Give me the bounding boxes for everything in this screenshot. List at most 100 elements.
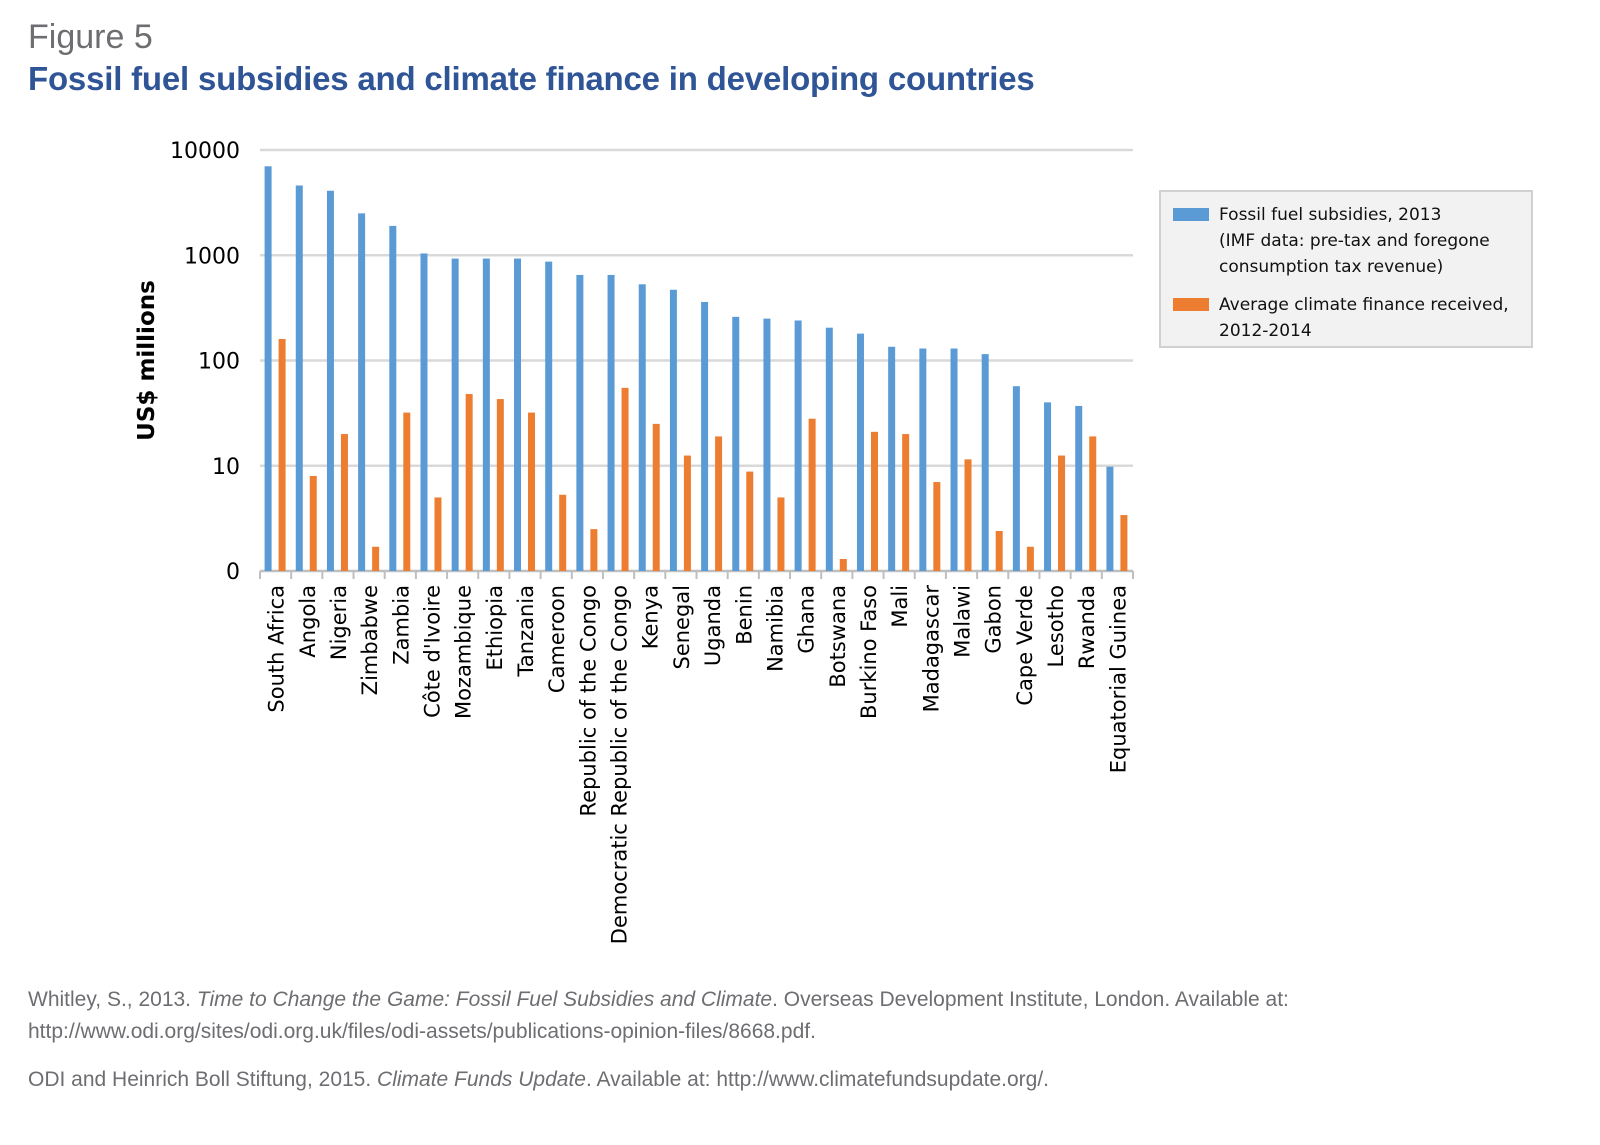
source-prefix: Whitley, S., 2013. (28, 988, 197, 1011)
bar-climate-finance (746, 471, 754, 571)
x-tick-label: Namibia (763, 585, 787, 672)
figure-label: Figure 5 (28, 18, 153, 56)
x-tick-label: Cameroon (545, 585, 569, 693)
bar-fossil-subsidies (638, 284, 646, 571)
bar-fossil-subsidies (981, 354, 989, 571)
source-title: Climate Funds Update (377, 1068, 586, 1091)
bar-fossil-subsidies (389, 225, 397, 571)
bar-fossil-subsidies (1075, 405, 1083, 571)
y-axis-label: US$ millions (134, 280, 160, 441)
bar-fossil-subsidies (420, 253, 428, 571)
legend-item-climate-finance: Average climate finance received, 2012-2… (1173, 292, 1509, 344)
bar-fossil-subsidies (264, 166, 272, 571)
bar-fossil-subsidies (701, 301, 709, 571)
legend-text-line: Average climate finance received, (1219, 295, 1509, 315)
x-tick-label: Uganda (701, 585, 725, 666)
bar-climate-finance (340, 434, 348, 571)
bar-climate-finance (278, 339, 286, 571)
bar-climate-finance (496, 399, 504, 571)
bar-climate-finance (839, 559, 847, 571)
x-tick-label: Côte d'Ivoire (420, 585, 444, 718)
x-tick-label: Botswana (826, 585, 850, 688)
figure-title: Fossil fuel subsidies and climate financ… (28, 60, 1035, 97)
bar-climate-finance (403, 412, 411, 571)
source-citation-odi: ODI and Heinrich Boll Stiftung, 2015. Cl… (28, 1064, 1049, 1096)
x-tick-label: Nigeria (327, 585, 351, 660)
x-tick-label: South Africa (265, 585, 289, 713)
bar-climate-finance (715, 436, 723, 571)
bar-climate-finance (434, 497, 442, 571)
source-suffix: . Overseas Development Institute, London… (772, 988, 1289, 1011)
bar-climate-finance (933, 482, 941, 571)
x-tick-label: Mozambique (452, 585, 476, 719)
bar-climate-finance (683, 455, 691, 571)
legend-item-fossil-subsidies: Fossil fuel subsidies, 2013 (IMF data: p… (1173, 202, 1490, 280)
bar-climate-finance (964, 459, 972, 571)
x-tick-label: Ethiopia (483, 585, 507, 671)
bar-fossil-subsidies (451, 258, 459, 571)
bar-climate-finance (1026, 546, 1034, 571)
source-title: Time to Change the Game: Fossil Fuel Sub… (196, 988, 773, 1011)
source-citation-whitley: Whitley, S., 2013. Time to Change the Ga… (28, 984, 1289, 1048)
bar-climate-finance (621, 387, 629, 571)
bar-climate-finance (590, 529, 598, 571)
bar-chart: 0 10 100 1000 10000 US$ millions South Africa A… (134, 139, 1134, 944)
x-tick-label: Angola (296, 585, 320, 658)
x-tick-label: Republic of the Congo (576, 585, 600, 816)
bar-fossil-subsidies (1044, 402, 1052, 571)
bar-fossil-subsidies (576, 274, 584, 571)
y-tick-label: 100 (198, 350, 240, 375)
bar-fossil-subsidies (856, 333, 864, 571)
x-tick-label: Tanzania (514, 585, 538, 677)
bar-fossil-subsidies (545, 261, 553, 571)
bar-climate-finance (652, 423, 660, 571)
x-tick-label: Zimbabwe (358, 585, 382, 695)
legend-swatch-blue (1173, 208, 1209, 221)
legend-text-line: (IMF data: pre-tax and foregone (1219, 231, 1490, 251)
bar-climate-finance (465, 394, 473, 571)
legend-swatch-orange (1173, 298, 1209, 311)
bar-fossil-subsidies (669, 289, 677, 571)
bar-climate-finance (995, 530, 1003, 571)
x-tick-label: Kenya (639, 585, 663, 649)
source-suffix: . Available at: http://www.climatefundsu… (585, 1068, 1050, 1091)
bar-fossil-subsidies (763, 318, 771, 571)
x-tick-label: Burkino Faso (857, 585, 881, 719)
bar-climate-finance (1120, 515, 1128, 571)
bar-fossil-subsidies (919, 348, 927, 571)
bar-climate-finance (1058, 455, 1066, 571)
x-tick-label: Zambia (389, 585, 413, 665)
y-tick-label: 10 (212, 455, 240, 480)
x-tick-label: Senegal (670, 585, 694, 670)
bar-climate-finance (559, 494, 567, 571)
bar-fossil-subsidies (825, 327, 833, 571)
bar-climate-finance (870, 431, 878, 571)
bar-climate-finance (1089, 436, 1097, 571)
bar-climate-finance (372, 546, 380, 571)
legend-text-line: 2012-2014 (1219, 321, 1312, 341)
bar-fossil-subsidies (514, 258, 522, 571)
bar-fossil-subsidies (732, 316, 740, 571)
x-tick-label: Gabon (982, 585, 1006, 654)
bar-climate-finance (309, 475, 317, 571)
bar-fossil-subsidies (607, 274, 615, 571)
bar-fossil-subsidies (1106, 466, 1114, 571)
bar-climate-finance (808, 418, 816, 571)
source-url[interactable]: http://www.odi.org/sites/odi.org.uk/file… (28, 1020, 816, 1043)
y-tick-label: 1000 (184, 244, 240, 269)
legend-text-line: consumption tax revenue) (1219, 257, 1444, 277)
x-tick-label: Equatorial Guinea (1106, 585, 1130, 773)
x-tick-label: Malawi (951, 585, 975, 658)
bar-fossil-subsidies (1012, 386, 1020, 571)
bar-fossil-subsidies (950, 348, 958, 571)
bar-fossil-subsidies (358, 213, 366, 571)
bar-fossil-subsidies (888, 346, 896, 571)
x-tick-label: Ghana (795, 585, 819, 654)
x-tick-label: Rwanda (1075, 585, 1099, 669)
bar-climate-finance (528, 412, 536, 571)
x-tick-label: Benin (732, 585, 756, 645)
bar-climate-finance (902, 434, 910, 571)
bar-fossil-subsidies (482, 258, 490, 571)
legend-text-line: Fossil fuel subsidies, 2013 (1219, 205, 1442, 225)
bar-fossil-subsidies (794, 320, 802, 571)
